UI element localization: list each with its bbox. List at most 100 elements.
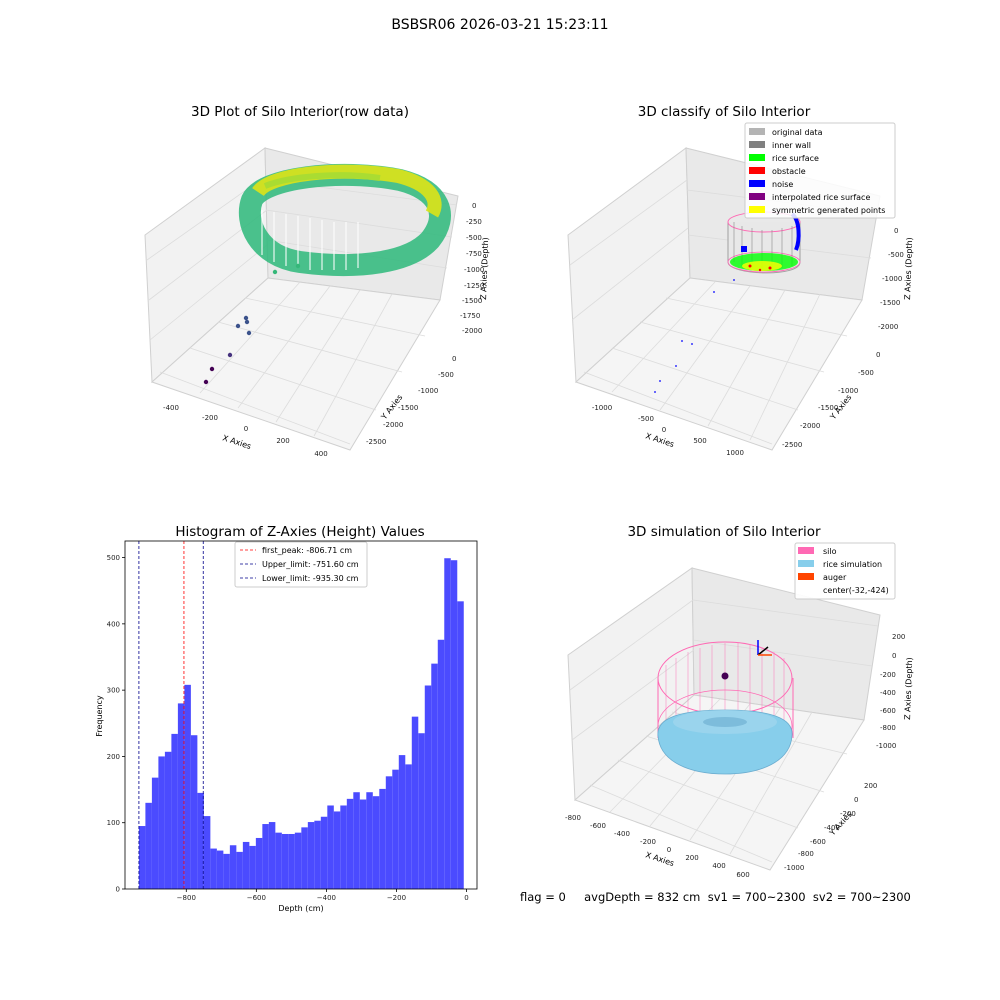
histogram-bar bbox=[281, 833, 289, 889]
classify-ztick: -2000 bbox=[878, 323, 898, 331]
legend-swatch bbox=[749, 141, 765, 148]
histogram-bar bbox=[216, 850, 224, 889]
raw-ytick: -2500 bbox=[366, 438, 386, 446]
histogram-legend-label: first_peak: -806.71 cm bbox=[262, 546, 352, 555]
legend-swatch bbox=[749, 206, 765, 213]
legend-swatch bbox=[798, 573, 814, 580]
classify-ytick: -500 bbox=[858, 369, 874, 377]
histogram-ylabel: Frequency bbox=[95, 695, 104, 737]
classify-ytick: -1500 bbox=[818, 404, 838, 412]
legend-swatch bbox=[798, 560, 814, 567]
histogram-ytick-label: 100 bbox=[107, 819, 120, 827]
histogram-xlabel: Depth (cm) bbox=[278, 904, 323, 913]
raw-ytick: -1000 bbox=[418, 387, 438, 395]
histogram-bar bbox=[223, 853, 230, 889]
simulation-3d-plot: -800 -600 -400 -200 0 200 400 600 200 0 … bbox=[565, 542, 914, 879]
classify-ztick: -1000 bbox=[882, 275, 902, 283]
raw-xlabel: X Axies bbox=[221, 433, 252, 451]
histogram-bar bbox=[151, 777, 159, 889]
simulation-xtick: 200 bbox=[685, 854, 698, 862]
raw-ztick: -500 bbox=[466, 234, 482, 242]
legend-label: inner wall bbox=[772, 141, 811, 150]
classify-xlabel: X Axies bbox=[644, 431, 675, 449]
raw-zlabel: Z Axies (Depth) bbox=[479, 237, 490, 300]
raw-ytick: -500 bbox=[438, 371, 454, 379]
histogram-xtick-label: −400 bbox=[317, 894, 336, 902]
histogram-bar bbox=[249, 845, 256, 889]
histogram-bar bbox=[203, 816, 211, 889]
histogram-bar bbox=[268, 822, 276, 889]
legend-swatch bbox=[749, 154, 765, 161]
histogram-bar bbox=[450, 560, 458, 889]
histogram-bar bbox=[372, 796, 380, 889]
simulation-center-marker bbox=[721, 672, 729, 680]
classify-xtick: -500 bbox=[638, 415, 654, 423]
histogram-bar bbox=[236, 851, 243, 889]
histogram-chart: −800 −600 −400 −200 0 0 100 200 300 400 500 Depth… bbox=[95, 540, 478, 913]
raw-ztick: -2000 bbox=[462, 327, 482, 335]
raw-ztick: -1750 bbox=[460, 312, 480, 320]
classify-zlabel: Z Axies (Depth) bbox=[903, 237, 914, 300]
histogram-title: Histogram of Z-Axies (Height) Values bbox=[175, 524, 425, 540]
simulation-axes-panes bbox=[567, 567, 881, 871]
simulation-ztick: -800 bbox=[880, 724, 896, 732]
histogram-legend: first_peak: -806.71 cm Upper_limit: -751.… bbox=[234, 541, 368, 588]
status-line: flag = 0 avgDepth = 832 cm sv1 = 700~230… bbox=[520, 890, 911, 904]
simulation-ztick: -400 bbox=[880, 689, 896, 697]
classify-ytick: -1000 bbox=[838, 387, 858, 395]
legend-swatch bbox=[749, 167, 765, 174]
raw-ztick: 0 bbox=[472, 202, 476, 210]
simulation-ztick: 200 bbox=[892, 633, 905, 641]
histogram-ytick-label: 0 bbox=[116, 886, 120, 894]
classify-ytick: 0 bbox=[876, 351, 880, 359]
histogram-bar bbox=[457, 601, 464, 889]
histogram-bar bbox=[327, 805, 334, 889]
figure-title: BSBSR06 2026-03-21 15:23:11 bbox=[391, 17, 609, 33]
histogram-bar bbox=[398, 755, 406, 889]
classify-xtick: -1000 bbox=[592, 404, 612, 412]
histogram-ytick-label: 400 bbox=[107, 620, 120, 628]
simulation-xtick: -400 bbox=[614, 830, 630, 838]
histogram-bar bbox=[411, 716, 419, 889]
legend-swatch bbox=[749, 180, 765, 187]
simulation-legend: silo rice simulation auger center(-32,-424) bbox=[794, 542, 896, 600]
histogram-bar bbox=[164, 751, 172, 889]
classify-3d-plot: -1000 -500 0 500 1000 0 -500 -1000 -1500… bbox=[567, 122, 914, 457]
simulation-xtick: 0 bbox=[667, 846, 671, 854]
histogram-bar bbox=[359, 799, 367, 889]
classify-xtick: 500 bbox=[693, 437, 706, 445]
histogram-bar bbox=[353, 792, 360, 889]
simulation-ytick: -600 bbox=[810, 838, 826, 846]
histogram-xtick-label: −600 bbox=[247, 894, 266, 902]
raw-xtick: 400 bbox=[314, 450, 327, 458]
simulation-ztick: -1000 bbox=[876, 742, 896, 750]
legend-swatch bbox=[749, 128, 765, 135]
legend-label: original data bbox=[772, 128, 823, 137]
legend-label: auger bbox=[823, 573, 847, 582]
histogram-bar bbox=[262, 824, 269, 889]
legend-swatch bbox=[798, 547, 814, 554]
classify-ztick: 0 bbox=[894, 227, 898, 235]
histogram-bar bbox=[138, 826, 146, 889]
simulation-ytick: -400 bbox=[824, 824, 840, 832]
classify-ztick: -500 bbox=[888, 251, 904, 259]
raw-xtick: -400 bbox=[163, 404, 179, 412]
simulation-xtick: 400 bbox=[712, 862, 725, 870]
classify-xtick: 0 bbox=[662, 426, 666, 434]
histogram-bar bbox=[288, 833, 295, 889]
histogram-xtick-label: −800 bbox=[177, 894, 196, 902]
legend-label: rice surface bbox=[772, 154, 819, 163]
histogram-bar bbox=[229, 845, 237, 889]
classify-plot-title: 3D classify of Silo Interior bbox=[637, 104, 811, 120]
simulation-ytick: 0 bbox=[854, 796, 858, 804]
histogram-bar bbox=[379, 788, 386, 889]
histogram-ytick-label: 300 bbox=[107, 687, 120, 695]
histogram-bar bbox=[171, 733, 178, 889]
simulation-ytick: 200 bbox=[864, 782, 877, 790]
histogram-bar bbox=[385, 776, 393, 889]
legend-label: symmetric generated points bbox=[772, 206, 885, 215]
raw-ytick: -1500 bbox=[398, 404, 418, 412]
histogram-bars bbox=[138, 558, 464, 889]
histogram-xtick-label: 0 bbox=[464, 894, 468, 902]
histogram-bar bbox=[210, 848, 217, 889]
